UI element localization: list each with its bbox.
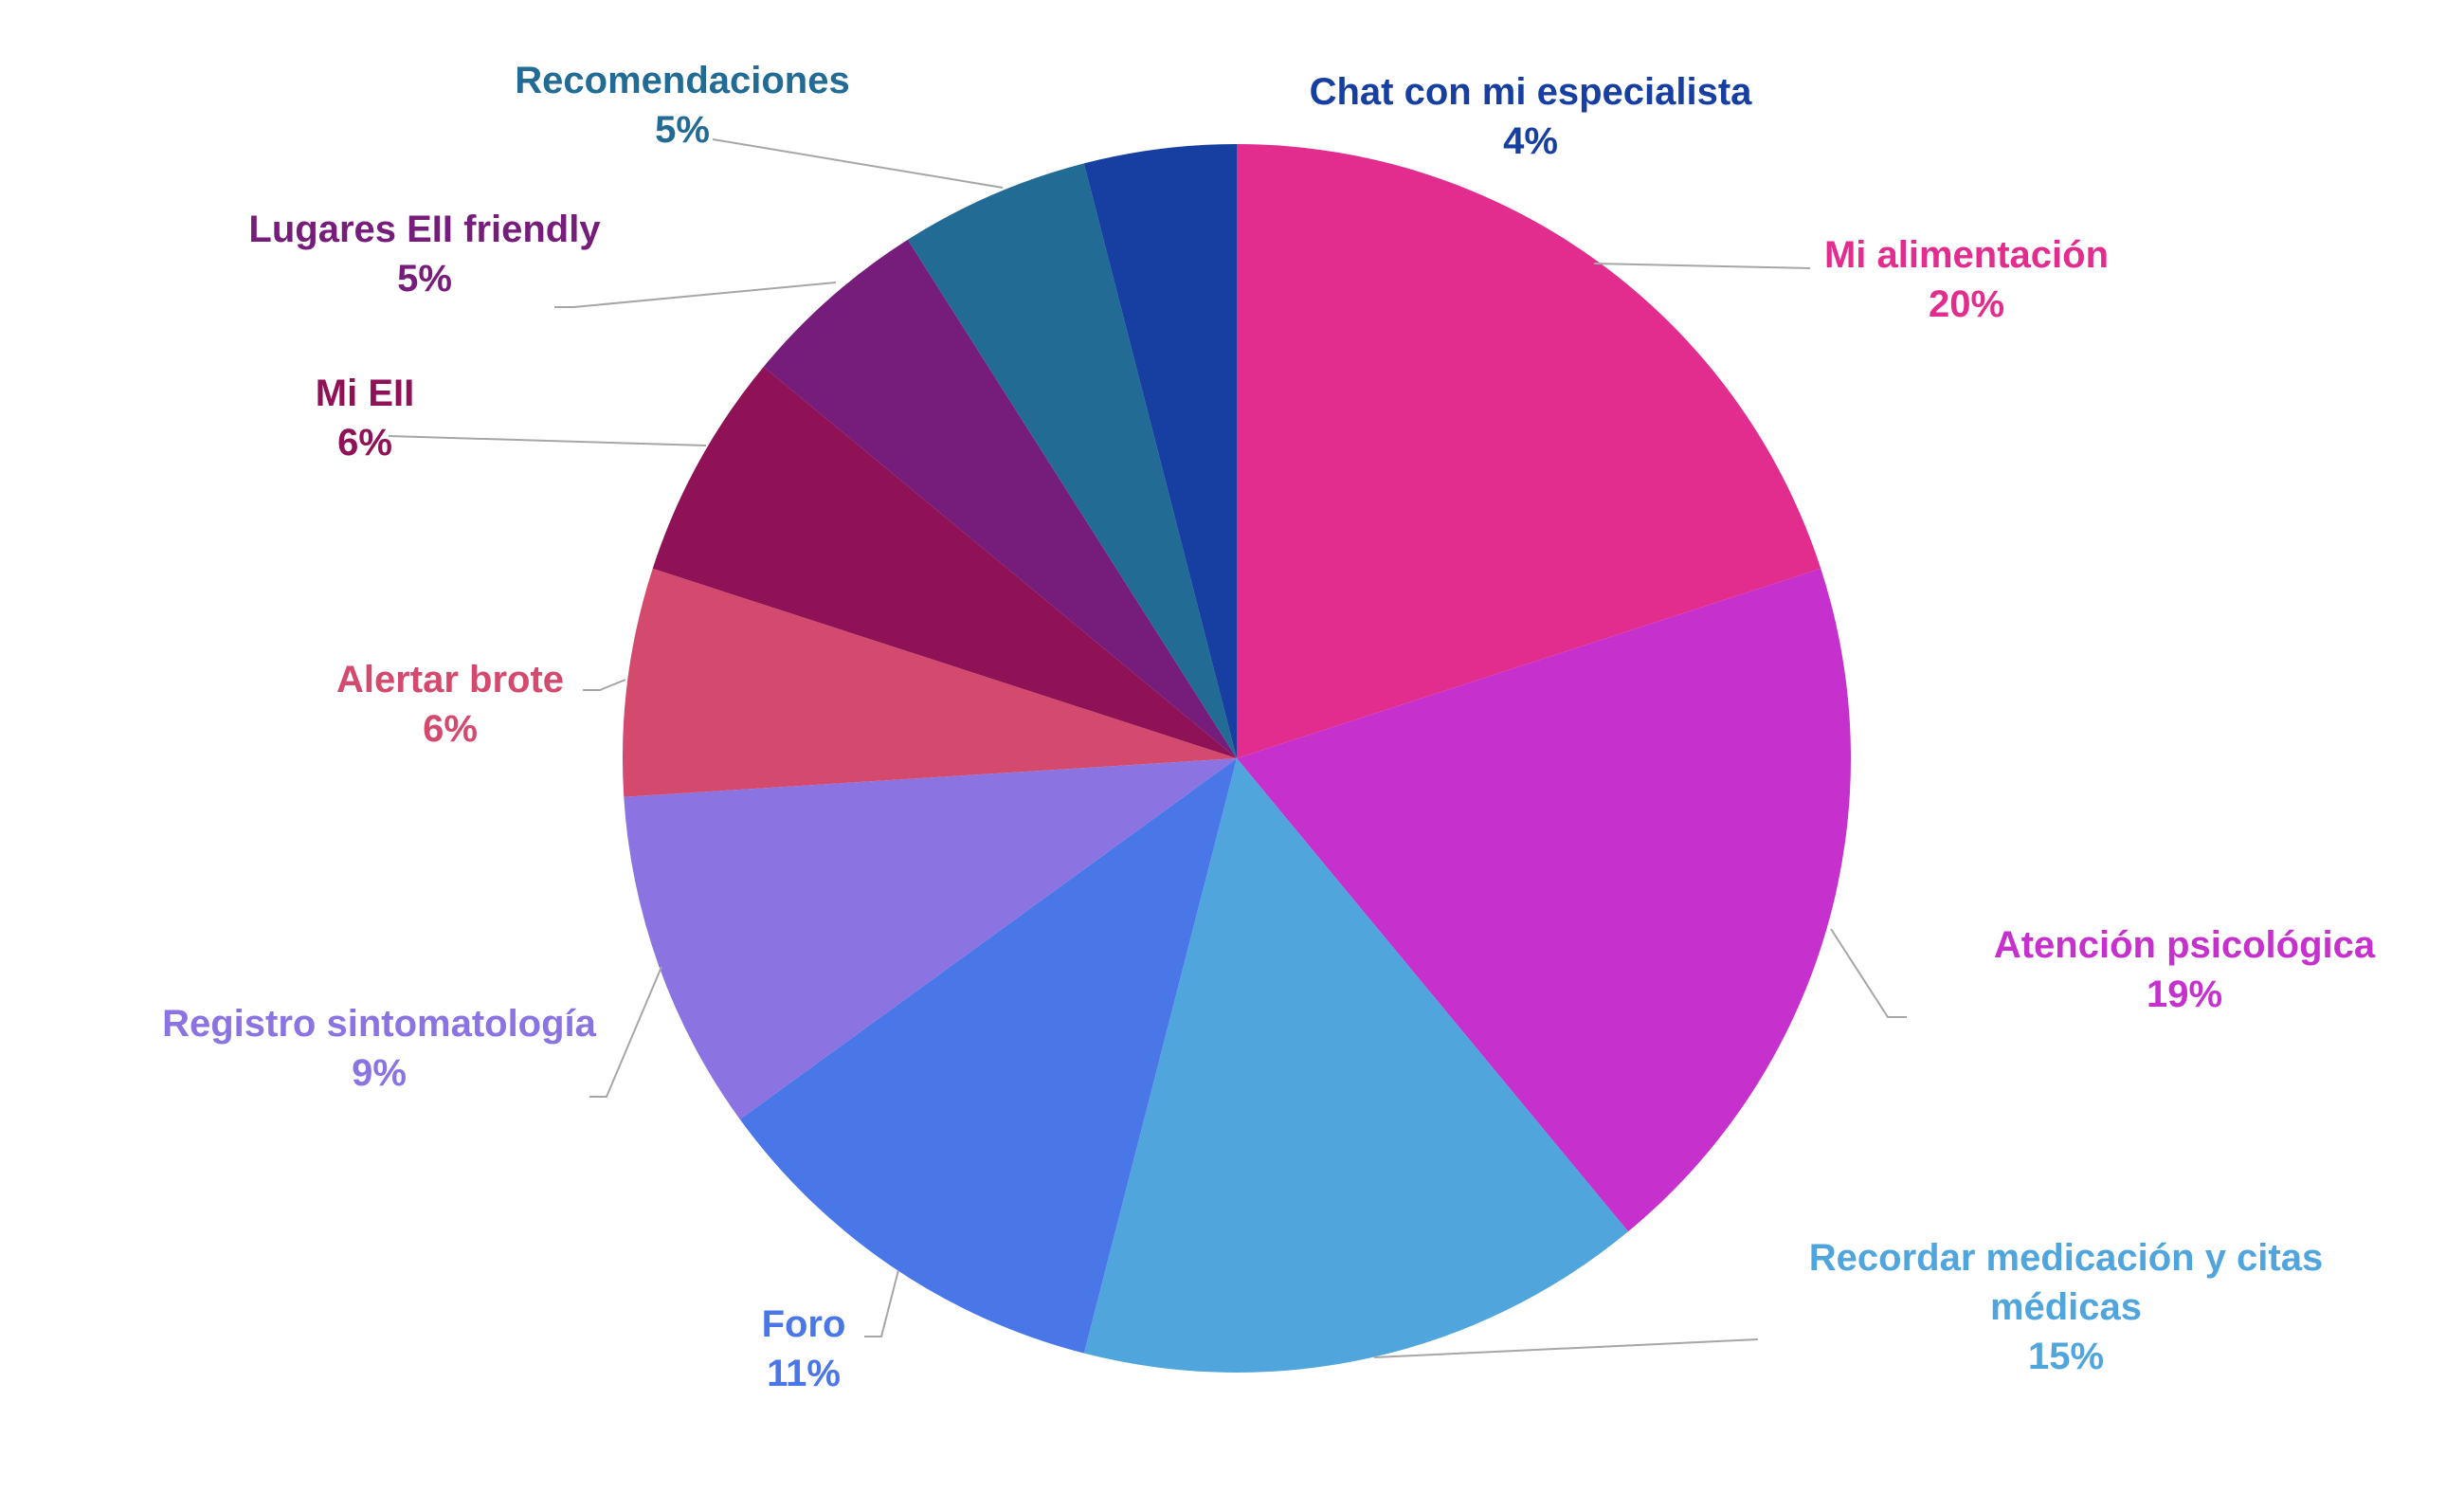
slice-percent-10: 4% <box>1503 120 1558 162</box>
slice-label-8: Lugares EII friendly <box>248 209 601 250</box>
slice-percent-2: 19% <box>2147 973 2222 1015</box>
leader-line-4 <box>864 1270 898 1337</box>
leader-line-5 <box>589 967 661 1097</box>
slice-percent-6: 6% <box>423 708 478 750</box>
pie-slices <box>623 144 1851 1373</box>
leader-line-2 <box>1831 929 1907 1017</box>
slice-label-5: Registro sintomatología <box>162 1003 597 1045</box>
leader-line-1 <box>1594 264 1810 268</box>
slice-label-4: Foro <box>762 1303 846 1345</box>
slice-percent-8: 5% <box>397 258 452 300</box>
leader-line-9 <box>713 139 1003 188</box>
slice-percent-1: 20% <box>1929 283 2004 325</box>
slice-label-3-line-2: médicas <box>1990 1286 2142 1328</box>
slice-label-10: Chat con mi especialista <box>1310 71 1753 113</box>
slice-percent-7: 6% <box>337 422 392 464</box>
leader-line-6 <box>583 680 625 690</box>
slice-label-9: Recomendaciones <box>515 60 849 101</box>
slice-label-7: Mi EII <box>316 373 414 414</box>
leader-line-7 <box>389 436 706 446</box>
slice-percent-5: 9% <box>352 1052 407 1094</box>
slice-label-2: Atención psicológica <box>1994 924 2376 966</box>
slice-percent-9: 5% <box>655 109 710 151</box>
leader-line-8 <box>554 282 836 307</box>
leader-line-3 <box>1374 1339 1758 1357</box>
slice-percent-3: 15% <box>2028 1336 2104 1377</box>
slice-label-1: Mi alimentación <box>1824 234 2109 276</box>
slice-label-3-line-1: Recordar medicación y citas <box>1809 1237 2323 1279</box>
slice-label-6: Alertar brote <box>336 659 564 700</box>
slice-percent-4: 11% <box>767 1353 841 1394</box>
